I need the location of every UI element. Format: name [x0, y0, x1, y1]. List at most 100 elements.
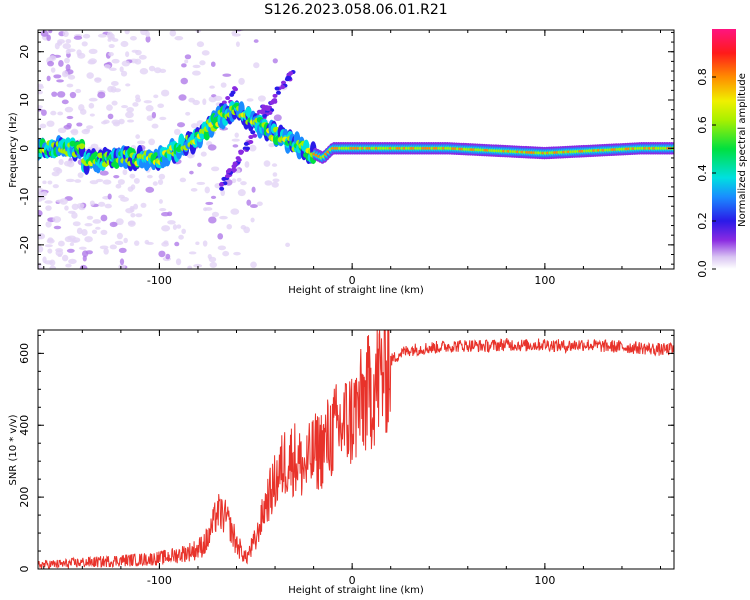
spectrogram-xlabel: Height of straight line (km): [288, 285, 424, 296]
heatmap-cell: [130, 212, 136, 218]
heatmap-cell: [56, 79, 64, 83]
heatmap-cell: [55, 249, 64, 257]
heatmap-cell: [272, 58, 278, 64]
heatmap-cell: [53, 225, 62, 230]
heatmap-cell: [129, 173, 136, 179]
heatmap-cell: [205, 201, 214, 205]
heatmap-cell: [238, 149, 244, 154]
heatmap-cell: [220, 82, 227, 88]
heatmap-cell: [178, 94, 187, 101]
heatmap-cell: [231, 138, 240, 142]
heatmap-cell: [192, 99, 200, 106]
heatmap-cell: [169, 30, 177, 37]
heatmap-cell: [104, 203, 112, 209]
heatmap-cell: [123, 237, 128, 244]
heatmap-cell: [97, 91, 106, 99]
heatmap-cell: [125, 51, 130, 58]
heatmap-cell: [110, 81, 119, 86]
heatmap-cell: [146, 115, 154, 121]
heatmap-cell: [153, 94, 159, 99]
heatmap-cell: [67, 74, 76, 80]
heatmap-cell: [94, 77, 102, 82]
heatmap-cell: [38, 83, 44, 87]
heatmap-cell: [89, 200, 95, 206]
heatmap-cell: [115, 183, 122, 189]
heatmap-cell: [50, 110, 57, 116]
heatmap-cell: [272, 172, 278, 177]
heatmap-cell: [38, 209, 43, 217]
heatmap-cell: [225, 96, 231, 101]
heatmap-cell: [92, 219, 102, 224]
heatmap-cell: [163, 240, 169, 245]
heatmap-cell: [181, 228, 186, 234]
colorbar-label: Normalized spectral amplitude: [737, 73, 748, 227]
heatmap-cell: [285, 242, 291, 248]
heatmap-cell: [39, 123, 47, 129]
heatmap-cell: [229, 92, 235, 97]
heatmap-cell: [158, 250, 166, 258]
spectrogram-ytick-label: -10: [18, 188, 31, 206]
heatmap-cell: [167, 220, 176, 225]
heatmap-cell: [52, 167, 61, 172]
heatmap-cell: [116, 232, 123, 240]
heatmap-cell: [222, 250, 230, 257]
heatmap-cell: [78, 246, 87, 250]
spectrogram-xtick-label: 0: [349, 274, 356, 287]
heatmap-cell: [135, 213, 143, 218]
heatmap-cell: [181, 63, 187, 68]
heatmap-cell: [111, 119, 121, 125]
heatmap-cell: [226, 223, 233, 230]
heatmap-cell: [136, 140, 146, 145]
heatmap-cell: [95, 226, 101, 230]
heatmap-cell: [84, 236, 93, 243]
heatmap-cell: [217, 233, 224, 240]
heatmap-cell: [160, 89, 170, 97]
heatmap-cell: [109, 244, 117, 250]
heatmap-cell: [55, 199, 64, 203]
heatmap-cell: [236, 177, 242, 182]
heatmap-cell: [109, 221, 118, 228]
heatmap-cell: [68, 258, 77, 264]
heatmap-cell: [111, 100, 118, 106]
heatmap-cell: [76, 202, 85, 209]
heatmap-cell: [202, 98, 207, 106]
heatmap-cell: [120, 40, 129, 48]
heatmap-cell: [196, 41, 205, 48]
heatmap-cell: [165, 253, 171, 260]
heatmap-cell: [124, 30, 130, 35]
heatmap-cell: [78, 143, 86, 149]
heatmap-cell: [120, 70, 128, 77]
heatmap-cell: [86, 125, 94, 130]
heatmap-cell: [151, 111, 157, 119]
heatmap-cell: [87, 59, 96, 65]
heatmap-cell: [204, 186, 210, 194]
heatmap-cell: [47, 248, 53, 254]
spectrogram-ylabel: Frequency (Hz): [8, 112, 19, 188]
heatmap-cell: [107, 193, 112, 200]
heatmap-cell: [231, 178, 237, 184]
heatmap-cell: [207, 144, 217, 151]
heatmap-cell: [234, 132, 239, 138]
heatmap-cell: [174, 35, 184, 41]
heatmap-cell: [63, 160, 72, 167]
heatmap-cell: [219, 182, 225, 187]
colorbar: 0.0 0.2 0.4 0.6 0.8 Normalized spectral ampl…: [696, 29, 748, 278]
heatmap-cell: [280, 85, 286, 90]
heatmap-cell: [211, 166, 220, 172]
heatmap-cell: [51, 91, 58, 97]
heatmap-cell: [72, 221, 81, 227]
heatmap-cell: [264, 105, 270, 110]
heatmap-cell: [253, 62, 260, 69]
heatmap-cell: [238, 77, 245, 85]
heatmap-cell: [208, 216, 217, 224]
heatmap-cell: [38, 245, 44, 253]
heatmap-cell: [61, 254, 69, 262]
heatmap-cell: [200, 151, 207, 157]
heatmap-cell: [248, 135, 254, 140]
spectrogram-heatmap: [38, 30, 674, 269]
heatmap-cell: [89, 113, 95, 117]
spectrogram-xtick-label: 100: [534, 274, 555, 287]
heatmap-cell: [175, 258, 182, 266]
heatmap-cell: [86, 215, 94, 220]
heatmap-cell: [102, 179, 112, 185]
